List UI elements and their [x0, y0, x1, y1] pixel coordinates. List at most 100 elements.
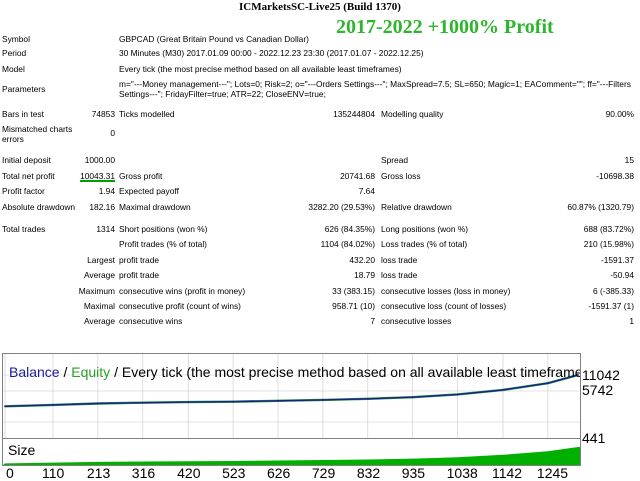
x-tick-label: 110 [41, 465, 65, 481]
avg-profit-value: 18.79 [354, 270, 375, 280]
ticks-label: Ticks modelled [119, 109, 175, 119]
legend-separator: / [59, 364, 72, 380]
quality-label: Modelling quality [381, 109, 444, 119]
balance-point [322, 399, 324, 401]
balance-point [4, 405, 6, 408]
size-area [3, 447, 580, 465]
avg-cons-losses-label: consecutive losses [381, 316, 452, 326]
loss-trades-label: Loss trades (% of total) [381, 239, 468, 249]
payoff-value: 7.64 [358, 186, 375, 196]
mismatched-label: Mismatched charts errors [2, 124, 73, 144]
y-tick-label: 441 [582, 430, 606, 446]
row-maximum: Maximum consecutive wins (profit in mone… [0, 285, 640, 299]
row-total-trades: Total trades 1314 Short positions (won %… [0, 223, 640, 237]
x-tick-label: 935 [401, 465, 426, 481]
long-positions-value: 688 (83.72%) [583, 224, 634, 234]
balance-point [411, 396, 414, 399]
quality-value: 90.00% [605, 109, 634, 119]
profit-trades-value: 1104 (84.02%) [320, 239, 375, 249]
x-tick-label: 420 [177, 465, 201, 481]
deposit-value: 1000.00 [84, 155, 115, 165]
balance-point [277, 399, 279, 402]
mismatched-value: 0 [110, 128, 115, 138]
row-symbol: Symbol GBPCAD (Great Britain Pound vs Ca… [0, 33, 640, 47]
spread-label: Spread [381, 155, 409, 165]
total-trades-value: 1314 [96, 224, 115, 234]
row-parameters: Parameters m="---Money management---"; L… [0, 77, 640, 101]
x-tick-label: 1245 [536, 465, 569, 481]
legend-balance: Balance [9, 364, 60, 380]
maximal-profit-label: consecutive profit (count of wins) [119, 301, 241, 311]
row-largest: Largest profit trade 432.20 loss trade -… [0, 254, 640, 268]
model-label: Model [2, 64, 25, 74]
long-positions-label: Long positions (won %) [381, 224, 469, 234]
avg-cons-wins-value: 7 [370, 316, 375, 326]
loss-trades-value: 210 (15.98%) [583, 239, 634, 249]
row-net-profit: Total net profit 10043.31 Gross profit 2… [0, 170, 640, 184]
row-profit-trades: Profit trades (% of total) 1104 (84.02%)… [0, 238, 640, 252]
deposit-label: Initial deposit [2, 155, 51, 165]
profit-factor-label: Profit factor [2, 186, 45, 196]
balance-point [366, 397, 369, 400]
row-bars: Bars in test 74853 Ticks modelled 135244… [0, 108, 640, 122]
short-positions-label: Short positions (won %) [119, 224, 208, 234]
row-average-consecutive: Average consecutive wins 7 consecutive l… [0, 315, 640, 329]
legend-separator: / [110, 364, 122, 380]
x-tick-label: 832 [356, 465, 381, 481]
net-profit-value: 10043.31 [80, 171, 115, 181]
largest-loss-value: -1591.37 [600, 255, 634, 265]
x-tick-label: 729 [311, 465, 336, 481]
maximal-loss-value: -1591.37 (1) [588, 301, 634, 311]
bars-value: 74853 [91, 109, 115, 119]
balance-point [547, 382, 549, 385]
max-cons-losses-value: 6 (-385.33) [593, 286, 634, 296]
maximal-loss-label: consecutive loss (count of losses) [381, 301, 507, 311]
size-svg [3, 447, 580, 465]
gross-loss-value: -10698.38 [596, 171, 634, 181]
x-tick-label: 626 [266, 465, 291, 481]
row-profit-factor: Profit factor 1.94 Expected payoff 7.64 [0, 185, 640, 199]
legend-description: Every tick (the most precise method base… [121, 364, 581, 380]
gross-profit-label: Gross profit [119, 171, 163, 181]
period-value: 30 Minutes (M30) 2017.01.09 00:00 - 2022… [119, 48, 424, 58]
rel-drawdown-label: Relative drawdown [381, 202, 452, 212]
profit-banner: 2017-2022 +1000% Profit [336, 16, 554, 38]
row-average: Average profit trade 18.79 loss trade -5… [0, 269, 640, 283]
x-tick-label: 0 [6, 465, 14, 481]
largest-loss-label: loss trade [381, 255, 418, 265]
max-drawdown-value: 3282.20 (29.53%) [308, 202, 375, 212]
average-label: Average [83, 270, 115, 280]
avg-loss-label: loss trade [381, 270, 418, 280]
size-panel: Size [2, 438, 581, 466]
abs-drawdown-value: 182.16 [89, 202, 115, 212]
net-profit-label: Total net profit [2, 171, 55, 181]
chart-plot-area: Balance / Equity / Every tick (the most … [2, 353, 581, 452]
symbol-label: Symbol [2, 34, 30, 44]
largest-label: Largest [87, 255, 115, 265]
gross-loss-label: Gross loss [381, 171, 421, 181]
parameters-value: m="---Money management---"; Lots=0; Risk… [119, 79, 631, 99]
rel-drawdown-value: 60.87% (1320.79) [567, 202, 634, 212]
chart-svg [3, 354, 580, 451]
max-drawdown-label: Maximal drawdown [119, 202, 191, 212]
size-label: Size [8, 442, 36, 458]
short-positions-value: 626 (84.35%) [324, 224, 375, 234]
balance-point [52, 404, 54, 406]
balance-chart: Balance / Equity / Every tick (the most … [0, 352, 640, 480]
balance-series-line [4, 374, 579, 407]
x-tick-label: 316 [131, 465, 156, 481]
payoff-label: Expected payoff [119, 186, 179, 196]
row-drawdown: Absolute drawdown 182.16 Maximal drawdow… [0, 201, 640, 215]
avg-profit-label: profit trade [119, 270, 160, 280]
ticks-value: 135244804 [333, 109, 375, 119]
y-tick-label: 5742 [582, 382, 614, 398]
row-model: Model Every tick (the most precise metho… [0, 63, 640, 77]
x-tick-label: 213 [86, 465, 111, 481]
balance-point [187, 401, 190, 403]
largest-profit-label: profit trade [119, 255, 160, 265]
x-tick-label: 523 [222, 465, 246, 481]
profit-factor-value: 1.94 [98, 186, 115, 196]
balance-point [141, 401, 144, 404]
avg-cons-wins-label: consecutive wins [119, 316, 183, 326]
x-tick-label: 1038 [446, 465, 478, 481]
